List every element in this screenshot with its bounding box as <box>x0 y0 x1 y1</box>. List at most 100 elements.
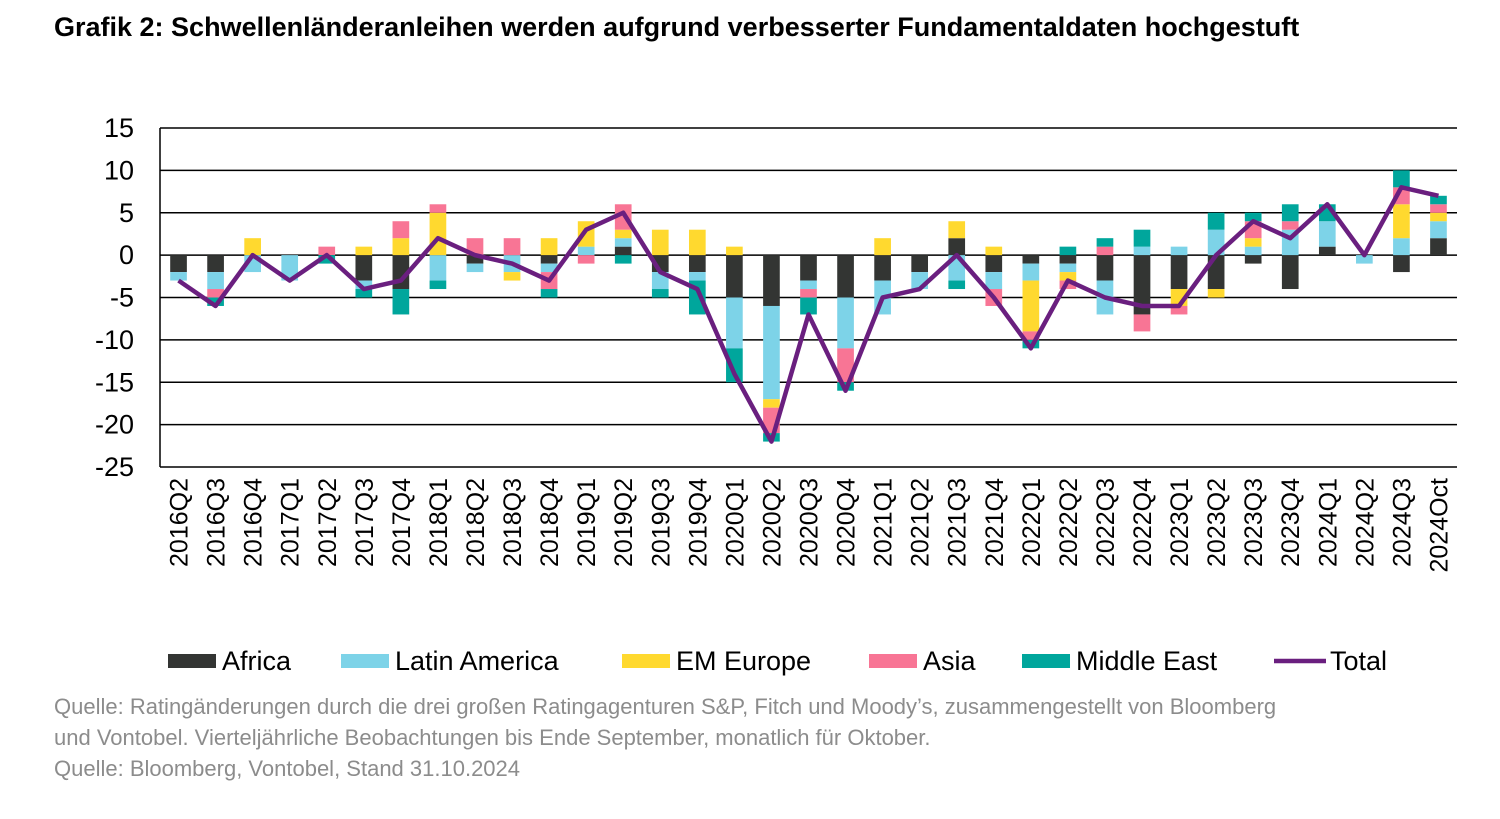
x-tick-label: 2016Q2 <box>166 478 194 567</box>
bar-em-europe-2020Q1 <box>726 246 743 256</box>
bar-middle-east-2018Q1 <box>429 280 447 290</box>
x-tick-label: 2021Q4 <box>981 478 1009 567</box>
bar-latin-america-2024Q1 <box>1318 221 1336 247</box>
bar-africa-2020Q1 <box>726 255 743 298</box>
x-tick-label: 2017Q4 <box>388 478 416 567</box>
bar-latin-america-2016Q3 <box>207 272 224 290</box>
source-line-2: und Vontobel. Vierteljährliche Beobachtu… <box>54 725 931 750</box>
x-tick-label: 2023Q3 <box>1240 478 1268 567</box>
chart-title: Grafik 2: Schwellenländeranleihen werden… <box>54 12 1300 42</box>
x-tick-label: 2020Q3 <box>796 478 824 567</box>
bar-africa-2018Q4 <box>540 255 558 264</box>
bar-latin-america-2020Q2 <box>763 305 780 400</box>
bar-em-europe-2017Q4 <box>392 238 410 256</box>
bar-middle-east-2020Q1 <box>726 348 743 383</box>
bar-latin-america-2023Q3 <box>1244 246 1262 256</box>
bar-africa-2019Q2 <box>614 246 632 256</box>
bar-em-europe-2018Q3 <box>503 272 521 281</box>
bar-asia-2017Q2 <box>318 246 336 256</box>
bar-asia-2018Q3 <box>503 238 521 256</box>
x-tick-label: 2018Q4 <box>536 478 564 567</box>
bar-latin-america-2017Q3 <box>355 280 373 290</box>
x-tick-label: 2020Q2 <box>758 478 786 567</box>
bar-latin-america-2021Q4 <box>985 272 1003 290</box>
bar-latin-america-2018Q1 <box>429 255 447 281</box>
bar-africa-2019Q4 <box>688 255 706 273</box>
y-tick-label: 5 <box>119 198 134 228</box>
bar-em-europe-2024Oct <box>1430 212 1447 222</box>
x-tick-label: 2021Q1 <box>870 478 898 567</box>
bar-africa-2016Q3 <box>207 255 224 273</box>
x-tick-label: 2016Q4 <box>240 478 268 567</box>
bar-em-europe-2023Q3 <box>1244 238 1262 247</box>
bar-asia-2017Q4 <box>392 221 410 239</box>
bar-middle-east-2024Oct <box>1430 195 1447 205</box>
bar-middle-east-2019Q3 <box>651 289 669 298</box>
x-tick-label: 2020Q1 <box>721 478 749 567</box>
bar-middle-east-2021Q3 <box>948 280 966 290</box>
bar-middle-east-2023Q4 <box>1281 204 1299 222</box>
bar-em-europe-2022Q1 <box>1022 280 1040 332</box>
y-tick-label: -25 <box>95 452 134 482</box>
bar-asia-2018Q1 <box>429 204 447 213</box>
y-tick-label: -10 <box>95 325 134 355</box>
legend-label: Africa <box>222 646 292 676</box>
x-tick-label: 2020Q4 <box>833 478 861 567</box>
bar-latin-america-2020Q3 <box>800 280 817 290</box>
x-axis-ticks: 2016Q2 2016Q3 2016Q4 2017Q1 2017Q2 2017Q3 2017… <box>166 478 1454 573</box>
x-tick-label: 2022Q4 <box>1129 478 1157 567</box>
bar-latin-america-2022Q2 <box>1059 263 1077 273</box>
x-tick-label: 2017Q3 <box>351 478 379 567</box>
bar-africa-2016Q2 <box>170 255 187 273</box>
bar-latin-america-2019Q4 <box>688 272 706 281</box>
bar-latin-america-2022Q1 <box>1022 263 1040 281</box>
source-line-1: Quelle: Ratingänderungen durch die drei … <box>54 694 1277 719</box>
bar-africa-2021Q4 <box>985 255 1003 273</box>
bar-africa-2018Q2 <box>466 255 484 264</box>
x-tick-label: 2019Q2 <box>610 478 638 567</box>
y-tick-label: -5 <box>110 283 134 313</box>
bar-middle-east-2017Q3 <box>355 289 373 298</box>
bar-em-europe-2024Q3 <box>1393 204 1410 239</box>
bar-latin-america-2018Q4 <box>540 263 558 273</box>
bar-latin-america-2019Q2 <box>614 238 632 247</box>
legend-label: Total <box>1330 646 1387 676</box>
legend: Africa Latin America EM Europe Asia Middle E… <box>168 646 1387 676</box>
bar-africa-2022Q4 <box>1133 255 1151 315</box>
bar-latin-america-2020Q4 <box>837 297 854 349</box>
bar-em-europe-2020Q2 <box>763 399 780 408</box>
bars <box>170 170 1447 442</box>
bar-latin-america-2016Q2 <box>170 272 187 281</box>
bar-asia-2020Q4 <box>837 348 854 383</box>
bar-middle-east-2023Q2 <box>1207 212 1225 230</box>
x-tick-label: 2023Q1 <box>1166 478 1194 567</box>
x-tick-label: 2017Q1 <box>277 478 305 567</box>
bar-em-europe-2017Q3 <box>355 246 373 256</box>
bar-latin-america-2023Q1 <box>1170 246 1188 256</box>
bar-middle-east-2024Q3 <box>1393 170 1410 188</box>
bar-em-europe-2021Q1 <box>874 238 891 256</box>
bar-africa-2021Q1 <box>874 255 891 281</box>
bar-latin-america-2019Q1 <box>577 246 595 256</box>
bar-asia-2022Q4 <box>1133 314 1151 332</box>
x-tick-label: 2021Q2 <box>907 478 935 567</box>
y-tick-label: 15 <box>104 113 134 143</box>
bar-africa-2021Q3 <box>948 238 966 256</box>
bar-latin-america-2024Q2 <box>1356 255 1373 264</box>
bar-africa-2024Q3 <box>1393 255 1410 273</box>
bar-asia-2019Q1 <box>577 255 595 264</box>
bar-asia-2016Q3 <box>207 289 224 298</box>
bar-em-europe-2023Q2 <box>1207 289 1225 298</box>
legend-swatch-em-europe <box>622 654 670 668</box>
x-tick-label: 2016Q3 <box>203 478 231 567</box>
legend-swatch-africa <box>168 654 216 668</box>
bar-middle-east-2018Q4 <box>540 289 558 298</box>
bar-asia-2024Oct <box>1430 204 1447 213</box>
bar-latin-america-2017Q1 <box>281 255 299 281</box>
bar-latin-america-2020Q1 <box>726 297 743 349</box>
gridlines <box>159 127 1457 468</box>
bar-em-europe-2019Q4 <box>688 229 706 256</box>
x-tick-label: 2024Q3 <box>1388 478 1416 567</box>
legend-label: Latin America <box>395 646 560 676</box>
